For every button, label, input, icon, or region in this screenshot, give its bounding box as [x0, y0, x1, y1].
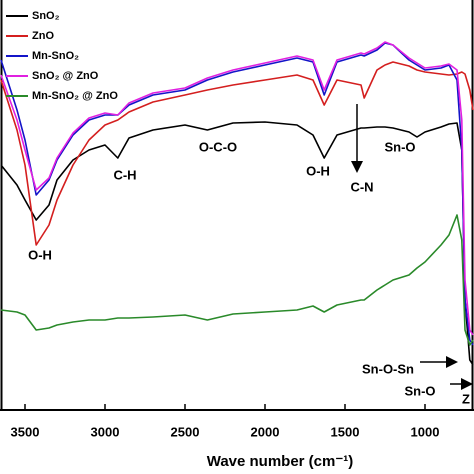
x-tick-label: 1500: [331, 424, 360, 439]
x-tick-label: 3500: [11, 424, 40, 439]
annotation: Z: [462, 391, 470, 406]
legend-label: Mn-SnO₂ @ ZnO: [32, 90, 118, 102]
spectrum-line: [0, 121, 474, 366]
x-axis-label: Wave number (cm⁻¹): [207, 453, 354, 470]
legend-label: Mn-SnO₂: [32, 50, 79, 62]
annotation: O-H: [28, 247, 52, 262]
annotation: O-C-O: [199, 139, 237, 154]
annotation: Sn-O-Sn: [362, 361, 414, 376]
annotation: C-N: [350, 179, 373, 194]
annotation: C-H: [113, 167, 136, 182]
x-tick-label: 2000: [251, 424, 280, 439]
annotation: O-H: [306, 163, 330, 178]
x-tick-label: 2500: [171, 424, 200, 439]
spectrum-line: [0, 42, 474, 346]
spectrum-line: [0, 41, 474, 336]
x-tick-label: 3000: [91, 424, 120, 439]
spectrum-line: [0, 61, 474, 246]
annotation: Sn-O: [384, 139, 415, 154]
annotation: Sn-O: [404, 383, 435, 398]
legend-label: ZnO: [32, 30, 54, 42]
x-tick-label: 1000: [411, 424, 440, 439]
spectrum-line: [0, 214, 474, 346]
legend-label: SnO₂ @ ZnO: [32, 70, 99, 82]
legend-label: SnO₂: [32, 10, 60, 22]
